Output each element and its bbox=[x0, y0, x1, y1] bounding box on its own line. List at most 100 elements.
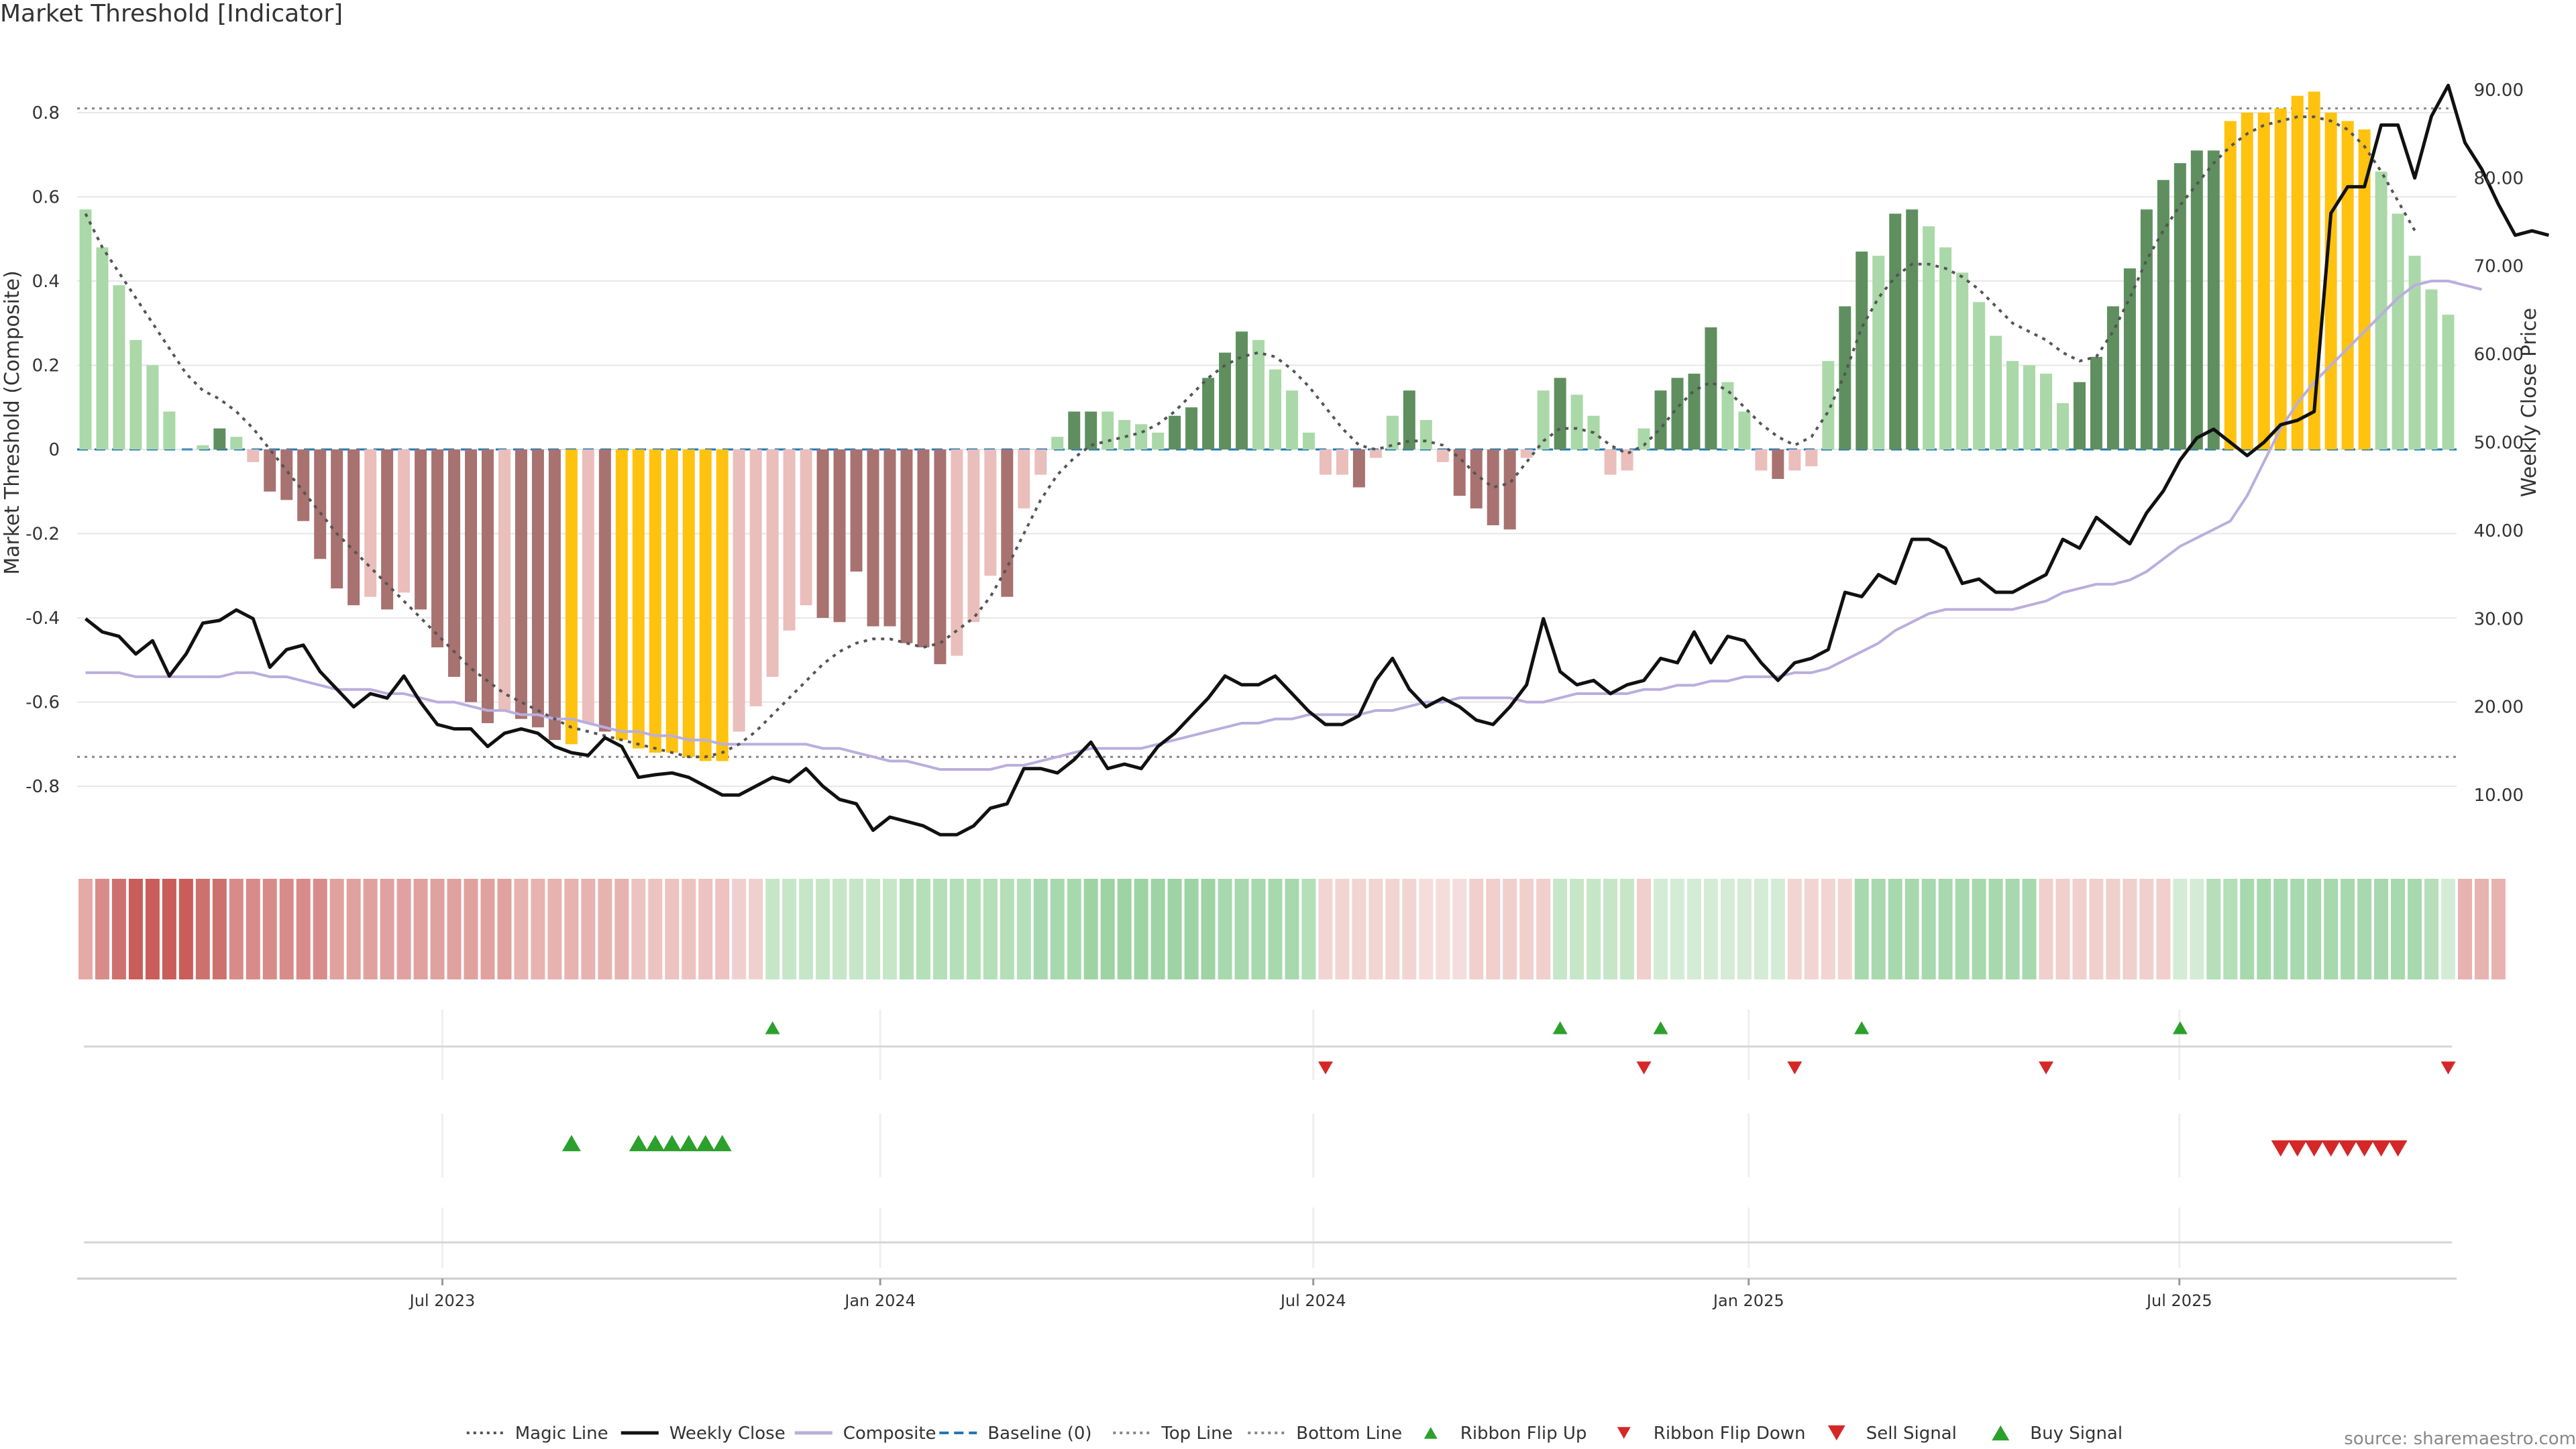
y-axis-title: Market Threshold (Composite) bbox=[1, 270, 24, 575]
ribbon-cell bbox=[1083, 879, 1098, 979]
composite-bar bbox=[230, 437, 243, 449]
composite-line bbox=[85, 279, 2482, 771]
ribbon-cell bbox=[162, 879, 176, 979]
ribbon-cell bbox=[732, 879, 747, 979]
composite-bar bbox=[1352, 449, 1365, 488]
sell-signal-marker bbox=[2371, 1140, 2391, 1157]
ribbon-cell bbox=[480, 879, 495, 979]
composite-bar bbox=[1705, 327, 1717, 449]
composite-bar bbox=[531, 449, 544, 728]
ribbon-cell bbox=[1720, 879, 1735, 979]
ribbon-cell bbox=[1754, 879, 1768, 979]
composite-bar bbox=[1102, 411, 1114, 449]
y-tick-label: -0.8 bbox=[25, 777, 60, 797]
ribbon-cell bbox=[2223, 879, 2238, 979]
ribbon-cell bbox=[547, 879, 562, 979]
composite-bar bbox=[2425, 289, 2438, 449]
ribbon-cell bbox=[329, 879, 344, 979]
ribbon-cell bbox=[1737, 879, 1752, 979]
ribbon-cell bbox=[782, 879, 797, 979]
y-tick-label: -0.4 bbox=[25, 608, 60, 629]
composite-bar bbox=[934, 449, 947, 665]
composite-bar bbox=[1152, 432, 1165, 449]
ribbon-cell bbox=[682, 879, 696, 979]
ribbon-cell bbox=[1469, 879, 1484, 979]
ribbon-cell bbox=[2474, 879, 2489, 979]
composite-bar bbox=[381, 449, 394, 610]
composite-bar bbox=[2257, 112, 2270, 449]
ribbon-cell bbox=[2190, 879, 2204, 979]
composite-bar bbox=[1252, 339, 1265, 449]
composite-bar bbox=[1185, 407, 1198, 449]
composite-bar bbox=[431, 449, 444, 647]
ribbon-cell bbox=[749, 879, 763, 979]
composite-bar bbox=[1688, 374, 1701, 449]
composite-bar bbox=[1604, 449, 1617, 475]
composite-bar bbox=[314, 449, 327, 559]
composite-bar bbox=[984, 449, 997, 576]
composite-bar bbox=[2392, 213, 2404, 449]
ribbon-cell bbox=[1100, 879, 1115, 979]
ribbon-cell bbox=[2206, 879, 2221, 979]
ribbon-cell bbox=[2341, 879, 2355, 979]
composite-bar bbox=[1788, 449, 1801, 471]
ribbon-cell bbox=[1536, 879, 1551, 979]
ribbon-cell bbox=[1385, 879, 1400, 979]
ribbon-cell bbox=[2156, 879, 2171, 979]
composite-bar bbox=[1487, 449, 1499, 525]
composite-bar bbox=[1973, 302, 1986, 449]
legend-label: Bottom Line bbox=[1296, 1424, 1402, 1444]
ribbon-cell bbox=[430, 879, 445, 979]
ribbon-flip-up-marker bbox=[1854, 1021, 1870, 1034]
composite-bar bbox=[2207, 150, 2220, 450]
composite-bar bbox=[465, 449, 477, 702]
composite-bar bbox=[1118, 420, 1131, 449]
composite-bar bbox=[1302, 432, 1315, 449]
ribbon-cell bbox=[882, 879, 897, 979]
legend-label: Baseline (0) bbox=[987, 1424, 1091, 1444]
legend-label: Ribbon Flip Up bbox=[1460, 1424, 1587, 1444]
ribbon-cell bbox=[262, 879, 277, 979]
composite-bar bbox=[1738, 411, 1751, 449]
composite-bar bbox=[1805, 449, 1818, 467]
ribbon-cell bbox=[932, 879, 947, 979]
y2-tick-label: 20.00 bbox=[2474, 698, 2524, 718]
composite-bar bbox=[1990, 335, 2002, 449]
composite-bar bbox=[1419, 420, 1432, 449]
composite-bar bbox=[951, 449, 963, 656]
ribbon-cell bbox=[1587, 879, 1601, 979]
ribbon-cell bbox=[111, 879, 126, 979]
composite-bar bbox=[213, 428, 226, 449]
ribbon-cell bbox=[2357, 879, 2372, 979]
ribbon-cell bbox=[949, 879, 964, 979]
ribbon-cell bbox=[128, 879, 143, 979]
ribbon-cell bbox=[799, 879, 814, 979]
composite-bar bbox=[1436, 449, 1449, 462]
composite-bar bbox=[398, 449, 411, 593]
x-tick-label: Jan 2025 bbox=[1712, 1291, 1784, 1310]
composite-bar bbox=[2408, 256, 2421, 449]
composite-bar bbox=[129, 339, 142, 449]
composite-bar bbox=[565, 449, 578, 745]
ribbon-cell bbox=[1201, 879, 1216, 979]
composite-bar bbox=[2224, 121, 2237, 449]
composite-bar bbox=[598, 449, 611, 732]
composite-bar bbox=[1169, 415, 1181, 449]
buy-signal-marker bbox=[662, 1134, 682, 1152]
y2-tick-label: 90.00 bbox=[2474, 80, 2524, 101]
sell-signal-marker bbox=[2304, 1140, 2324, 1157]
y2-axis-title: Weekly Close Price bbox=[2518, 308, 2541, 497]
legend-swatch bbox=[1827, 1425, 1845, 1441]
composite-bar bbox=[96, 247, 109, 449]
legend-swatch bbox=[1992, 1425, 2010, 1441]
composite-bar bbox=[2023, 365, 2036, 449]
ribbon-cell bbox=[2173, 879, 2188, 979]
ribbon-cell bbox=[1285, 879, 1299, 979]
ribbon-strip bbox=[78, 879, 2506, 979]
ribbon-cell bbox=[2457, 879, 2472, 979]
composite-bar bbox=[180, 449, 193, 450]
ribbon-cell bbox=[1218, 879, 1232, 979]
composite-bar bbox=[2274, 108, 2287, 449]
legend-item: Bottom Line bbox=[1248, 1424, 1402, 1444]
ribbon-cell bbox=[2424, 879, 2439, 979]
